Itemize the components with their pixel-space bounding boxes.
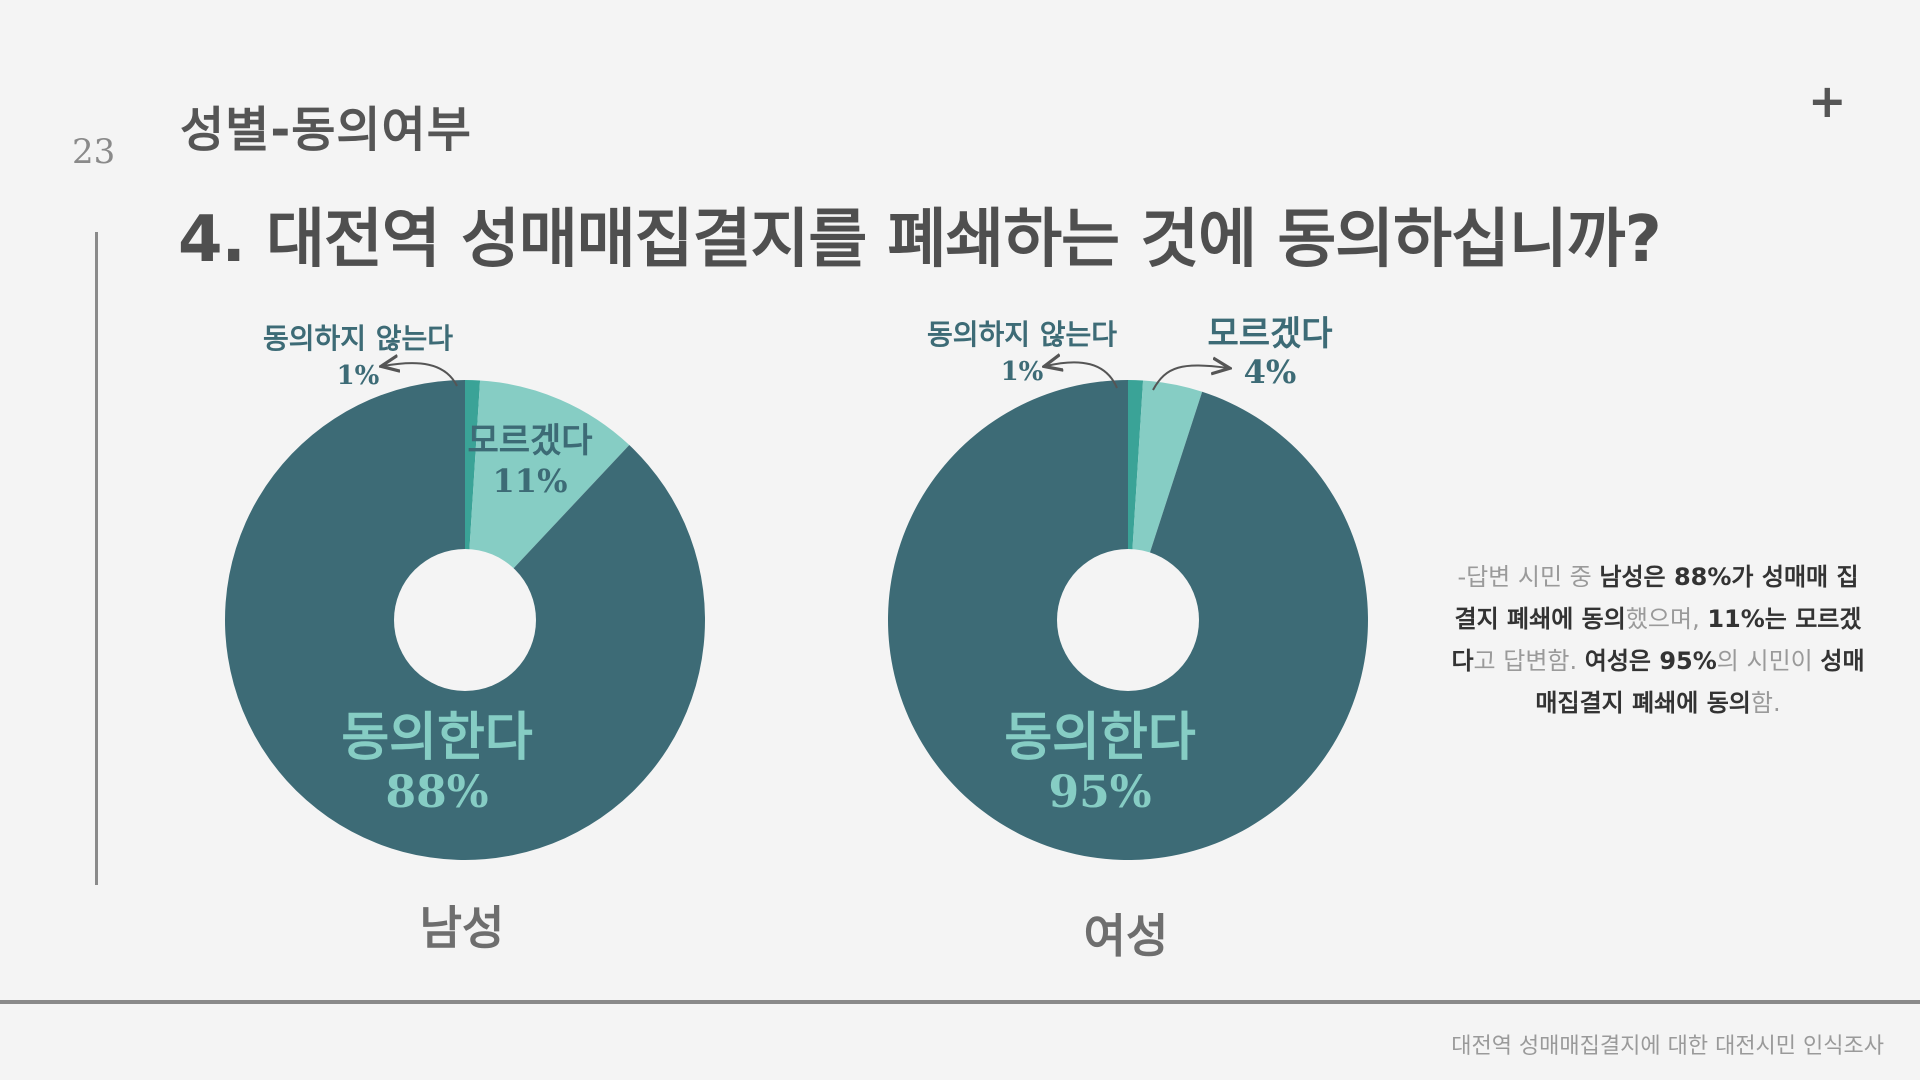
- donut-hole: [1057, 549, 1199, 691]
- slice-name-label-disagree: 동의하지 않는다: [927, 318, 1117, 351]
- pie-slice-unsure: [465, 380, 630, 620]
- footer-text: 대전역 성매매집결지에 대한 대전시민 인식조사: [1451, 1034, 1884, 1059]
- female-chart-caption: 여성: [1083, 909, 1169, 963]
- section-title: 성별-동의여부: [180, 102, 472, 158]
- slice-value-label-unsure: 11%: [493, 462, 568, 500]
- callout-arrow-icon: [1152, 366, 1228, 391]
- summary-part: 의 시민이: [1716, 647, 1821, 675]
- left-divider: [95, 232, 98, 885]
- slice-name-label-agree: 동의한다: [1004, 707, 1196, 768]
- summary-part: 고 답변함.: [1473, 647, 1585, 675]
- slice-name-label-unsure: 모르겠다: [467, 421, 592, 461]
- question-title: 4. 대전역 성매매집결지를 폐쇄하는 것에 동의하십니까?: [178, 203, 1662, 277]
- donut-hole: [394, 549, 536, 691]
- slice-value-label-agree: 95%: [1048, 767, 1151, 818]
- slice-name-label-unsure: 모르겠다: [1207, 314, 1332, 354]
- male-chart-caption: 남성: [419, 901, 505, 955]
- page-number: 23: [72, 132, 116, 172]
- slice-name-label-disagree: 동의하지 않는다: [263, 322, 453, 355]
- summary-part: 했으며,: [1625, 605, 1708, 633]
- summary-part: 함.: [1750, 689, 1781, 717]
- slice-value-label-unsure: 4%: [1244, 353, 1297, 391]
- plus-icon[interactable]: +: [1808, 74, 1847, 128]
- summary-part: -답변 시민 중: [1457, 563, 1600, 591]
- slice-value-label-agree: 88%: [385, 767, 488, 818]
- summary-bold: 남성은 88%가 성매매 집결지 폐쇄에 동의: [1454, 563, 1859, 633]
- slice-value-label-disagree: 1%: [1001, 357, 1044, 387]
- summary-bold: 11%는 모르겠다: [1451, 605, 1862, 675]
- slice-name-label-agree: 동의한다: [341, 707, 533, 768]
- summary-text: -답변 시민 중 남성은 88%가 성매매 집결지 폐쇄에 동의했으며, 11%…: [1448, 556, 1868, 724]
- footer-divider: [0, 1000, 1920, 1004]
- callout-arrow-icon: [1046, 362, 1118, 389]
- callout-arrow-icon: [383, 363, 458, 387]
- summary-bold: 여성은 95%: [1584, 647, 1717, 675]
- slice-value-label-disagree: 1%: [337, 361, 380, 391]
- summary-bold: 성매매집결지 폐쇄에 동의: [1535, 647, 1865, 717]
